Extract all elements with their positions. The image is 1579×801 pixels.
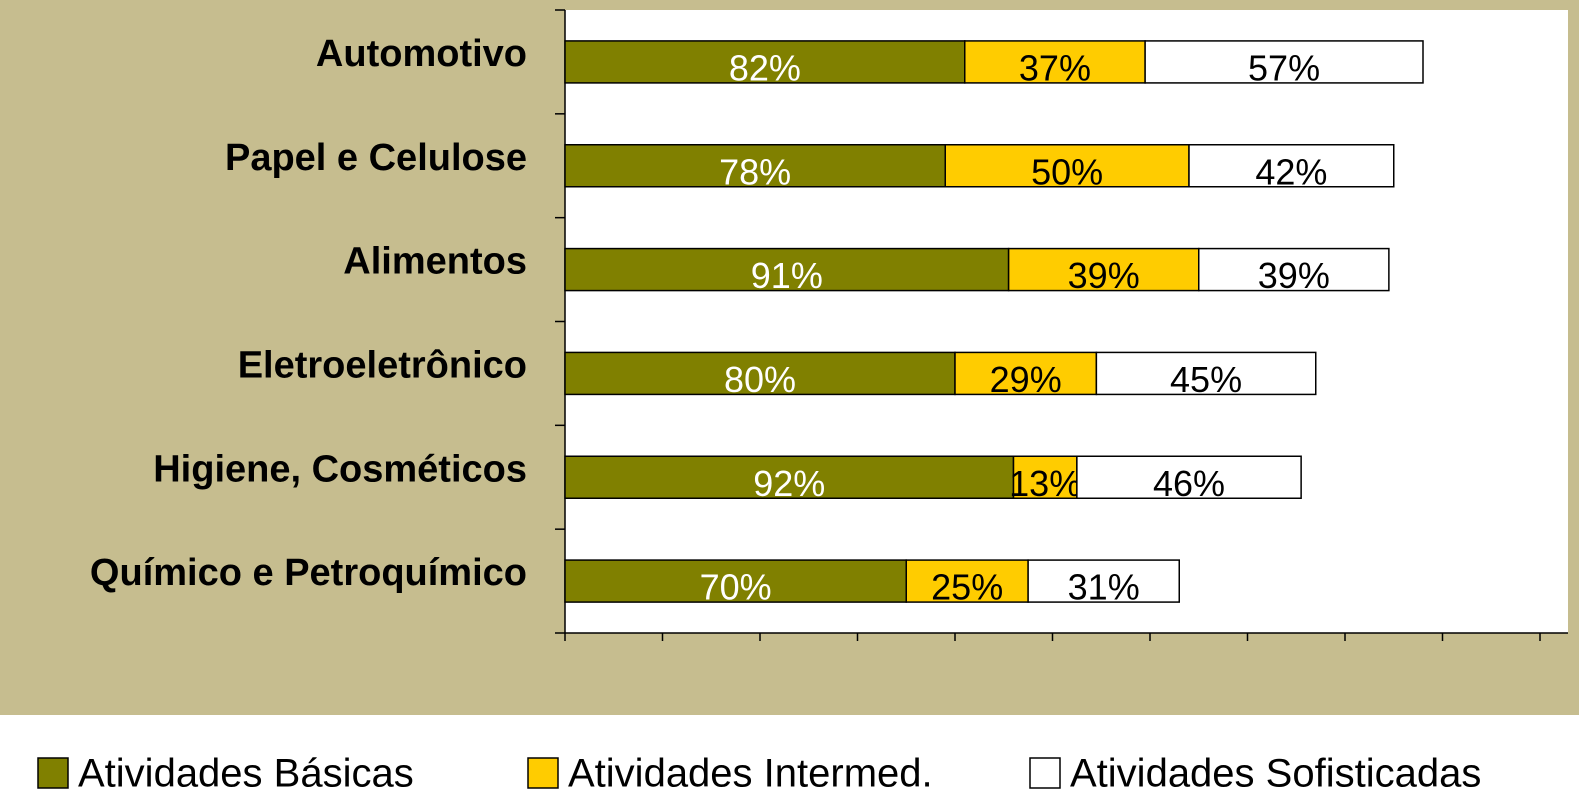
data-label: 13%: [1009, 463, 1081, 504]
data-label: 50%: [1031, 151, 1103, 192]
bar-segment: [564, 40, 966, 84]
bar-segment: [564, 144, 946, 188]
y-tick-label: Alimentos: [343, 241, 527, 283]
bar-segment: [1012, 455, 1078, 499]
bar-segment: [1076, 455, 1302, 499]
legend-label: Atividades Sofisticadas: [1070, 752, 1481, 796]
bar-segment: [564, 559, 907, 603]
bar-segment: [1095, 351, 1317, 396]
data-label: 39%: [1068, 255, 1140, 296]
data-label: 57%: [1248, 47, 1320, 88]
y-tick-label: Higiene, Cosméticos: [153, 448, 527, 490]
legend-swatch: [1029, 757, 1061, 789]
bar-segment: [954, 351, 1098, 396]
bar-segment: [564, 455, 1015, 499]
data-label: 70%: [700, 567, 772, 608]
y-tick-label: Automotivo: [316, 33, 527, 75]
data-label: 45%: [1170, 359, 1242, 400]
bar-segment: [564, 351, 956, 396]
data-label: 37%: [1019, 47, 1091, 88]
bar-segment: [1188, 144, 1395, 188]
data-label: 91%: [751, 255, 823, 296]
bar-segment: [905, 559, 1029, 603]
data-label: 78%: [719, 151, 791, 192]
bar-segment: [564, 247, 1010, 292]
legend-swatch: [37, 757, 69, 789]
data-label: 31%: [1068, 567, 1140, 608]
data-label: 82%: [729, 47, 801, 88]
bar-segment: [964, 40, 1146, 84]
data-label: 80%: [724, 359, 796, 400]
y-tick-label: Químico e Petroquímico: [90, 552, 527, 594]
bar-segment: [1198, 247, 1390, 292]
data-label: 39%: [1258, 255, 1330, 296]
bar-segment: [1027, 559, 1180, 603]
data-label: 42%: [1255, 151, 1327, 192]
data-label: 25%: [931, 567, 1003, 608]
plot-area: [565, 10, 1568, 633]
data-label: 92%: [753, 463, 825, 504]
y-tick-label: Papel e Celulose: [225, 137, 527, 179]
data-label: 29%: [990, 359, 1062, 400]
legend-label: Atividades Básicas: [78, 752, 414, 796]
data-label: 46%: [1153, 463, 1225, 504]
bar-segment: [1144, 40, 1424, 84]
legend-swatch: [527, 757, 559, 789]
y-tick-label: Eletroeletrônico: [238, 344, 527, 386]
bar-segment: [1007, 247, 1200, 292]
legend-label: Atividades Intermed.: [568, 752, 933, 796]
